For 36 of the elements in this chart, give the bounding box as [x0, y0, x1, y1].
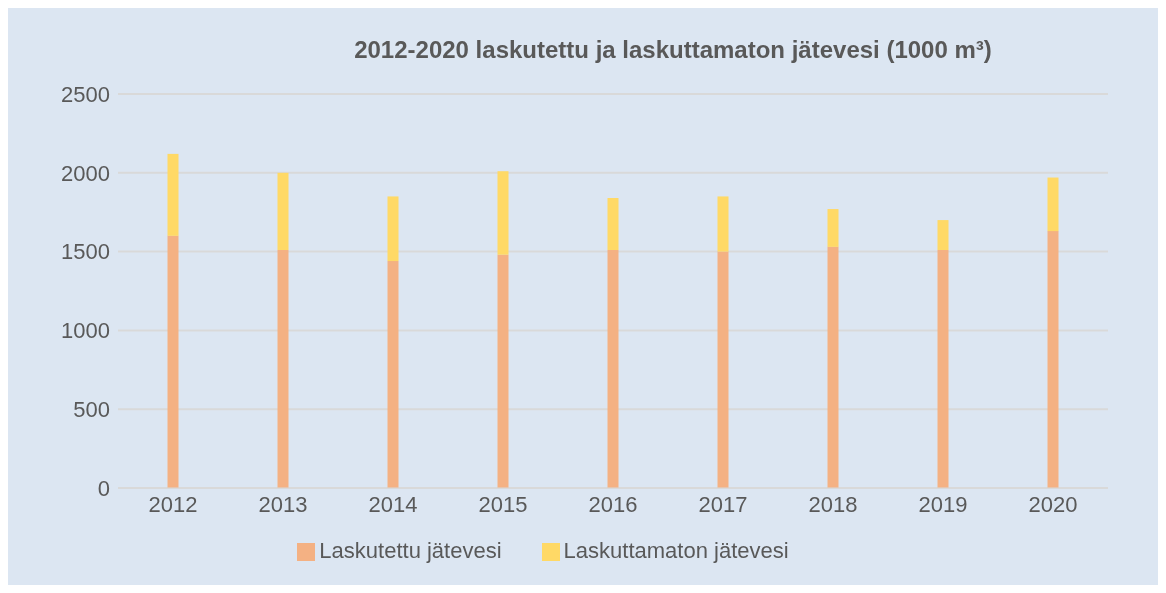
bar: [827, 209, 839, 247]
bar: [387, 261, 399, 488]
bar: [1047, 177, 1059, 232]
bar: [607, 250, 619, 488]
bar: [167, 235, 179, 488]
x-tick-label: 2014: [368, 491, 418, 517]
bar: [717, 196, 729, 252]
bar: [497, 171, 509, 255]
x-tick-label: 2017: [698, 491, 748, 517]
x-tick-label: 2013: [258, 491, 308, 517]
bar: [717, 251, 729, 488]
bar: [277, 250, 289, 488]
y-tick-label: 500: [73, 397, 110, 423]
bar: [1047, 231, 1059, 488]
legend-label: Laskutettu jätevesi: [319, 538, 502, 563]
x-tick-label: 2018: [808, 491, 858, 517]
x-tick-label: 2019: [918, 491, 968, 517]
bar: [277, 172, 289, 251]
y-tick-label: 2000: [61, 160, 110, 186]
y-tick-label: 0: [97, 475, 110, 501]
y-tick-label: 1000: [61, 318, 110, 344]
x-tick-label: 2015: [478, 491, 528, 517]
y-tick-label: 1500: [61, 239, 110, 265]
chart-title: 2012-2020 laskutettu ja laskuttamaton jätevesi (1000 m³): [353, 35, 993, 64]
bar: [607, 198, 619, 251]
y-tick-label: 2500: [61, 81, 110, 107]
x-tick-label: 2016: [588, 491, 638, 517]
bar: [827, 246, 839, 488]
bar: [387, 196, 399, 262]
bar: [497, 254, 509, 488]
x-tick-label: 2020: [1028, 491, 1078, 517]
legend-label: Laskuttamaton jätevesi: [563, 538, 789, 563]
bar: [167, 153, 179, 236]
x-tick-label: 2012: [148, 491, 198, 517]
bar: [937, 250, 949, 488]
bar: [937, 220, 949, 251]
